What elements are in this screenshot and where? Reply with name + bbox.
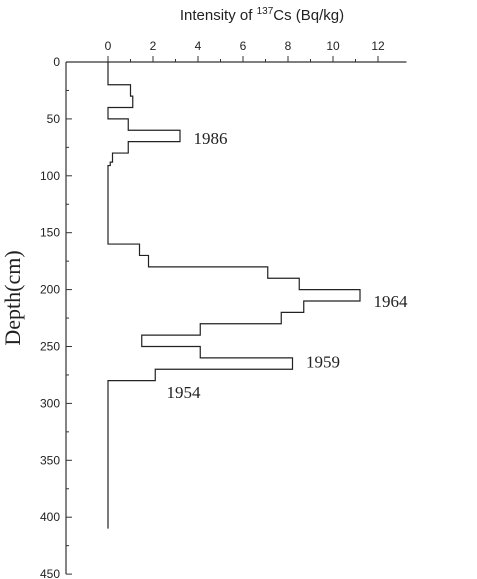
- activity-profile-line: [107, 62, 361, 529]
- x-tick-label: 10: [326, 39, 340, 53]
- year-annotation: 1964: [374, 292, 409, 311]
- annotations: 1986 1964 1959 1954: [167, 129, 409, 402]
- y-tick-label: 350: [40, 453, 60, 467]
- axes: 0 2 4 6 8 10 12 0 50 100 150 200 250 300 350 400 450: [40, 39, 407, 579]
- x-axis-label: Intensity of 137Cs (Bq/kg): [180, 6, 344, 24]
- x-tick-label: 12: [371, 39, 385, 53]
- y-tick-label: 200: [40, 283, 60, 297]
- x-tick-label: 8: [285, 39, 292, 53]
- y-tick-label: 150: [40, 226, 60, 240]
- year-annotation: 1954: [167, 383, 202, 402]
- y-tick-label: 250: [40, 340, 60, 354]
- y-axis-label: Depth(cm): [0, 250, 25, 345]
- y-tick-label: 400: [40, 510, 60, 524]
- y-tick-label: 100: [40, 169, 60, 183]
- x-tick-label: 0: [105, 39, 112, 53]
- y-tick-label: 50: [47, 112, 61, 126]
- x-axis-label-prefix: Intensity of: [180, 7, 257, 24]
- x-tick-label: 6: [240, 39, 247, 53]
- chart-marks: [107, 62, 361, 529]
- y-tick-label: 0: [53, 55, 60, 69]
- x-tick-label: 2: [150, 39, 157, 53]
- y-tick-label: 450: [40, 567, 60, 579]
- x-axis-label-suffix: Cs (Bq/kg): [273, 7, 344, 24]
- year-annotation: 1986: [194, 129, 228, 148]
- x-axis-label-superscript: 137: [257, 6, 274, 17]
- y-tick-label: 300: [40, 396, 60, 410]
- year-annotation: 1959: [306, 352, 340, 371]
- x-tick-label: 4: [195, 39, 202, 53]
